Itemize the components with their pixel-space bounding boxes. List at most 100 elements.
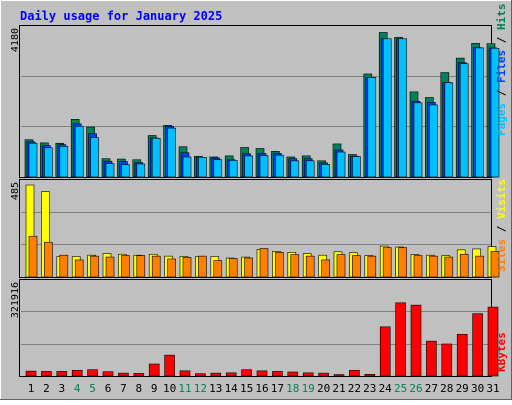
visits-bar-22	[352, 255, 361, 278]
pages-bar-21	[336, 151, 346, 178]
day-label-20: 20	[317, 382, 330, 395]
kbytes-bar-12	[195, 373, 206, 377]
day-label-2: 2	[43, 382, 50, 395]
pages-bar-5	[90, 137, 99, 178]
kbytes-bar-2	[41, 371, 52, 377]
kbytes-bar-26	[410, 304, 422, 377]
pages-bar-28	[444, 82, 454, 178]
day-label-24: 24	[379, 382, 393, 395]
day-label-11: 11	[178, 382, 191, 395]
pages-bar-4	[74, 126, 84, 178]
pages-bar-17	[275, 154, 284, 178]
pages-bar-6	[105, 163, 115, 178]
day-label-3: 3	[58, 382, 65, 395]
day-label-8: 8	[135, 382, 142, 395]
visits-bar-8	[136, 255, 146, 278]
kbytes-bar-9	[148, 363, 160, 377]
pages-bar-8	[136, 163, 146, 178]
visits-bar-11	[182, 257, 192, 278]
pages-bar-16	[259, 155, 269, 178]
kbytes-bar-7	[118, 372, 129, 377]
visits-bar-12	[198, 255, 207, 278]
legend-sites: Sites	[495, 239, 508, 272]
bars	[24, 32, 500, 377]
kbytes-bar-3	[56, 371, 68, 377]
visits-bar-2	[44, 241, 53, 278]
day-label-22: 22	[348, 382, 361, 395]
pages-bar-29	[459, 63, 469, 178]
visits-bar-6	[105, 256, 115, 278]
pages-bar-14	[228, 160, 238, 178]
day-label-23: 23	[363, 382, 376, 395]
day-label-9: 9	[151, 382, 158, 395]
kbytes-bar-21	[333, 374, 345, 377]
kbytes-bar-28	[441, 343, 453, 377]
legend-pages: Pages	[495, 103, 508, 136]
visits-bar-1	[28, 235, 38, 278]
kbytes-bar-8	[133, 373, 145, 377]
visits-bar-14	[228, 258, 238, 278]
pages-bar-26	[413, 102, 423, 178]
legend-files: Files	[495, 50, 508, 83]
day-label-17: 17	[271, 382, 284, 395]
day-label-29: 29	[456, 382, 469, 395]
visits-bar-28	[444, 256, 454, 278]
day-label-19: 19	[302, 382, 315, 395]
visits-bar-13	[213, 260, 223, 278]
day-label-4: 4	[74, 382, 81, 395]
pages-bar-1	[28, 142, 38, 178]
y-max-label-hits: 4180	[10, 28, 21, 52]
day-label-5: 5	[89, 382, 96, 395]
kbytes-bar-13	[210, 372, 222, 377]
day-label-18: 18	[286, 382, 299, 395]
chart-title: Daily usage for January 2025	[20, 9, 222, 23]
kbytes-bar-25	[395, 302, 406, 377]
kbytes-bar-22	[349, 369, 360, 377]
legend-separator: /	[495, 83, 508, 103]
pages-bar-10	[167, 127, 176, 178]
day-label-1: 1	[28, 382, 35, 395]
pages-bar-15	[244, 155, 253, 178]
kbytes-bar-31	[487, 306, 499, 377]
kbytes-bar-18	[287, 371, 299, 377]
kbytes-bar-16	[256, 370, 268, 377]
day-label-28: 28	[440, 382, 453, 395]
visits-bar-4	[74, 259, 84, 278]
visits-bar-29	[459, 253, 469, 278]
visits-bar-21	[336, 254, 346, 278]
kbytes-bar-6	[102, 371, 114, 377]
kbytes-bar-1	[25, 370, 37, 377]
legend-kbytes: KBytes	[495, 332, 508, 372]
day-label-25: 25	[394, 382, 407, 395]
kbytes-bar-5	[87, 369, 98, 377]
visits-bar-16	[259, 248, 269, 278]
visits-bar-10	[167, 258, 176, 278]
kbytes-bar-19	[302, 372, 314, 377]
day-label-15: 15	[240, 382, 253, 395]
pages-bar-12	[198, 157, 207, 178]
visits-bar-26	[413, 255, 423, 278]
kbytes-bar-10	[164, 354, 175, 377]
legend-visits: Visits	[495, 179, 508, 219]
legend-separator: /	[495, 30, 508, 50]
pages-bar-24	[382, 38, 392, 178]
visits-bar-19	[305, 255, 315, 278]
pages-bar-11	[182, 156, 192, 178]
kbytes-bar-29	[456, 333, 468, 377]
pages-bar-7	[121, 164, 130, 178]
pages-bar-3	[59, 146, 69, 178]
visits-bar-17	[275, 252, 284, 278]
legend-hits: Hits	[495, 4, 508, 31]
kbytes-bar-14	[225, 372, 237, 377]
y-max-label-visits: 485	[10, 182, 21, 200]
kbytes-bar-24	[379, 326, 391, 377]
visits-bar-24	[382, 247, 392, 278]
day-label-13: 13	[209, 382, 222, 395]
day-label-12: 12	[194, 382, 207, 395]
pages-bar-23	[367, 77, 377, 178]
kbytes-bar-20	[318, 372, 329, 377]
day-label-10: 10	[163, 382, 176, 395]
